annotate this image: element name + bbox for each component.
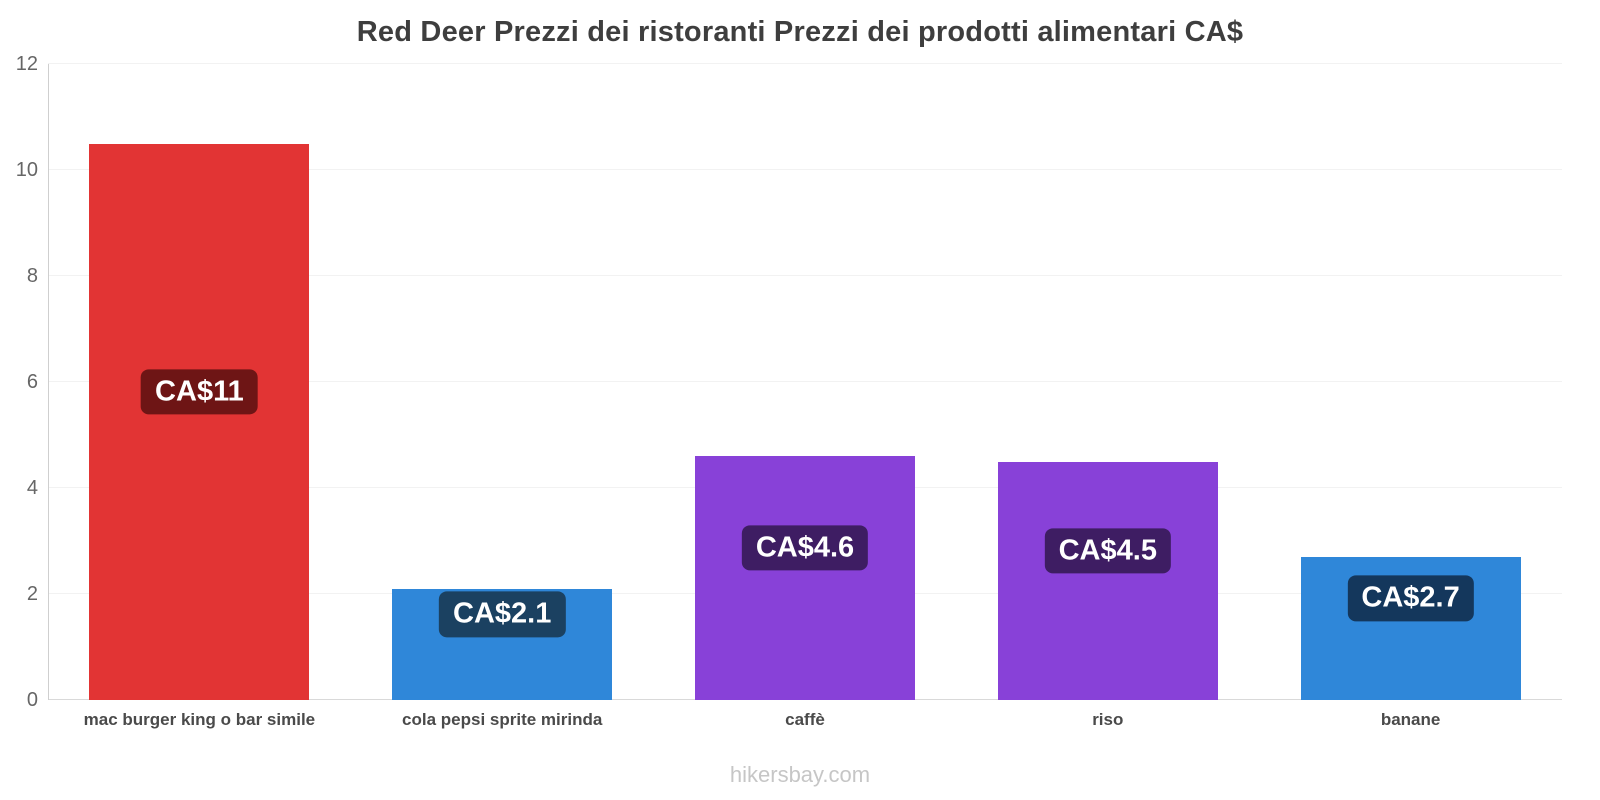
gridline (48, 169, 1562, 170)
watermark: hikersbay.com (729, 762, 871, 787)
bar-value-label: CA$2.1 (439, 591, 566, 638)
bar: CA$11 (89, 143, 310, 700)
chart-title: Red Deer Prezzi dei ristoranti Prezzi de… (356, 16, 1244, 48)
bars-layer: CA$11 CA$2.1 CA$4.6 CA$4.5 CA$2.7 (48, 64, 1562, 700)
bar: CA$4.6 (694, 456, 915, 700)
y-axis-tick-label: 4 (26, 477, 38, 499)
y-axis-line (48, 64, 49, 700)
gridline (48, 63, 1562, 64)
y-axis-tick-label: 2 (26, 583, 38, 605)
y-axis-tick-label: 8 (26, 265, 38, 287)
category-label: riso (1092, 710, 1124, 729)
bar-value-label: CA$2.7 (1347, 575, 1474, 622)
y-axis-tick-label: 10 (15, 159, 38, 181)
bar-slot: CA$4.5 (956, 64, 1259, 700)
y-axis-tick-label: 6 (26, 371, 38, 393)
category-label: caffè (785, 710, 825, 729)
category-label: mac burger king o bar simile (83, 710, 316, 729)
y-axis-tick-label: 12 (15, 53, 38, 75)
bar-value-label: CA$11 (141, 369, 258, 415)
gridline (48, 381, 1562, 382)
bar-slot: CA$2.7 (1259, 64, 1562, 700)
gridline (48, 275, 1562, 276)
bar-value-label: CA$4.6 (741, 525, 869, 571)
category-label: banane (1380, 710, 1441, 729)
x-axis-labels: mac burger king o bar simile cola pepsi s… (48, 710, 1562, 730)
y-axis-tick-label: 0 (26, 689, 38, 711)
bar: CA$2.1 (392, 588, 613, 700)
bar-slot: CA$4.6 (654, 64, 957, 700)
bar: CA$4.5 (997, 461, 1218, 700)
bar-value-label: CA$4.5 (1044, 528, 1171, 574)
plot-area: 0 2 4 6 8 10 12 CA$11 CA$2.1 CA$4.6 CA$4.5 CA$2.7 (16, 54, 1562, 710)
bar-slot: CA$11 (48, 64, 351, 700)
bar: CA$2.7 (1300, 556, 1521, 700)
bar-slot: CA$2.1 (351, 64, 654, 700)
category-label: cola pepsi sprite mirinda (402, 710, 603, 729)
